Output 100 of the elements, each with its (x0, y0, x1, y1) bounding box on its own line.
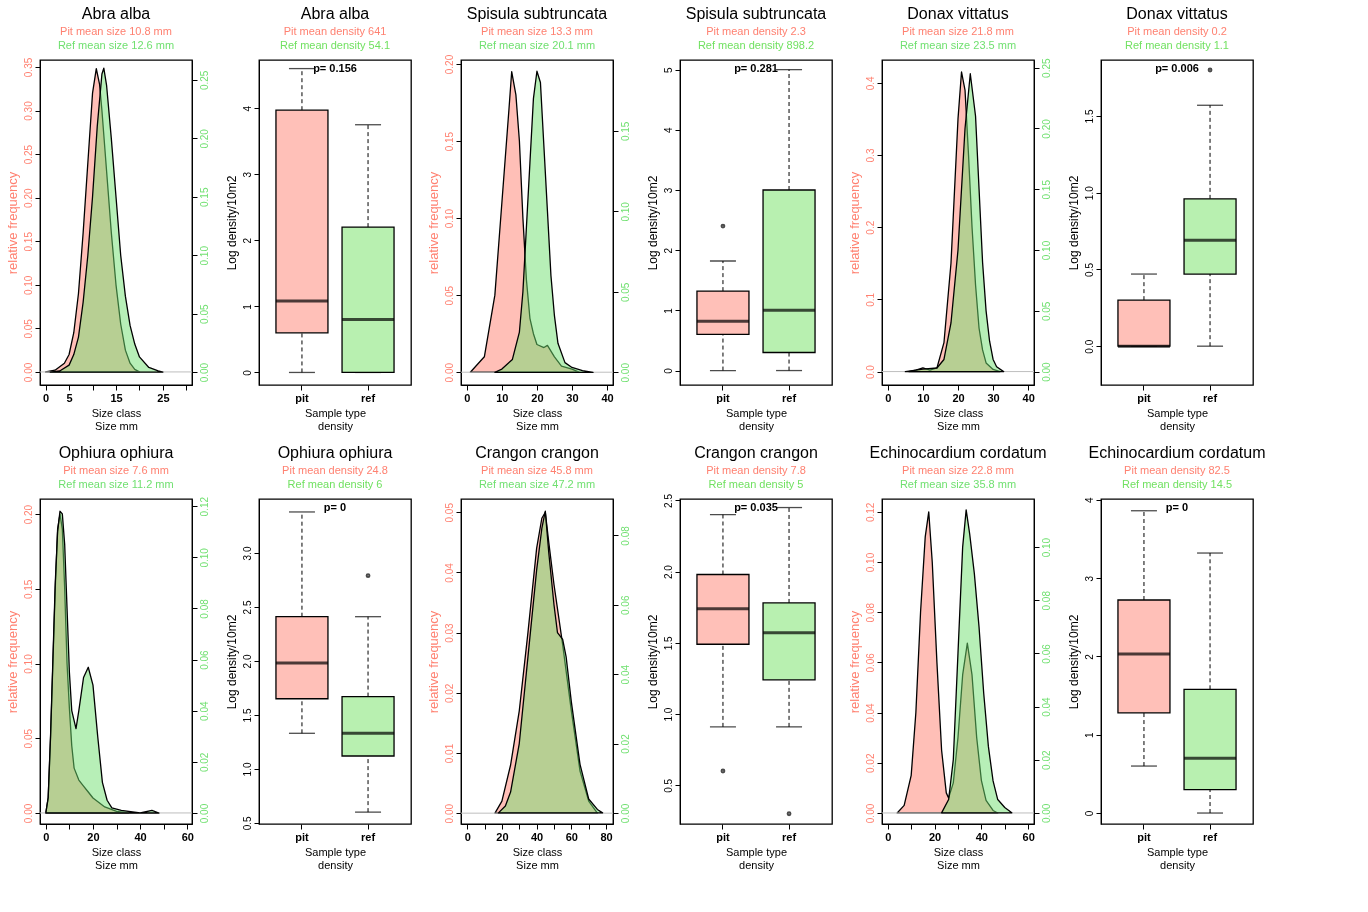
x-tick-label: 25 (157, 391, 170, 404)
y2-tick-label: 0.10 (1040, 240, 1052, 261)
chart-title: Spisula subtruncata (466, 5, 608, 22)
text: Ref mean density 54.1 (279, 39, 391, 51)
chart-title: Crangon crangon (694, 444, 818, 461)
chart-title: Ophiura ophiura (58, 444, 174, 461)
y2-tick-label: 0.25 (1040, 57, 1052, 78)
text: Ref mean size 11.2 mm (58, 478, 174, 490)
text: Pit mean size 13.3 mm (481, 25, 593, 37)
y-tick-label: 3 (662, 187, 674, 194)
y-tick-label: 0.05 (22, 318, 34, 339)
y-tick-label: 3.0 (241, 546, 253, 561)
y-tick-label: 2 (241, 237, 253, 244)
text: Ref mean density 14.5 (1121, 478, 1233, 490)
x-tick-label: 40 (531, 830, 544, 843)
y-tick-label: 1.5 (241, 708, 253, 723)
x-tick-label: pit (716, 830, 731, 843)
y2-tick-label: 0.20 (198, 128, 210, 149)
y2-tick-label: 0.04 (1040, 696, 1052, 717)
x-tick-label: ref (1203, 391, 1218, 404)
x-tick-label: 30 (566, 391, 579, 404)
text: Ref mean size 12.6 mm (57, 39, 175, 51)
y-tick-label: 0.15 (443, 131, 455, 152)
y-tick-label: 1 (241, 303, 253, 310)
chart-title: Echinocardium cordatum (1088, 444, 1266, 461)
x-axis-title: Sample type density (725, 406, 788, 432)
y-tick-label: 4 (1083, 497, 1095, 504)
y2-tick-label: 0.15 (619, 121, 631, 142)
y-tick-label: 0.05 (22, 728, 34, 749)
y-tick-label: 0.05 (443, 285, 455, 306)
y2-tick-label: 0.12 (198, 496, 210, 517)
x-axis-title: Size class Size mm (933, 406, 984, 432)
text: Ref mean size 47.2 mm (478, 478, 596, 490)
y-axis-title: relative frequency (4, 171, 20, 275)
x-tick-label: 60 (181, 830, 194, 843)
y-tick-label: 0.05 (443, 502, 455, 523)
x-tick-label: 5 (66, 391, 73, 404)
x-axis-title: Size class Size mm (512, 406, 563, 432)
y-axis-title: relative frequency (846, 171, 862, 275)
x-axis-title: Sample type density (304, 845, 367, 871)
y2-tick-label: 0.05 (198, 304, 210, 324)
y2-tick-label: 0.02 (1040, 750, 1052, 770)
y-tick-label: 1.0 (241, 762, 253, 777)
text: Ref mean density 5 (708, 478, 804, 490)
annotation: p= 0.006 (1155, 62, 1199, 74)
y-tick-label: 2.0 (662, 564, 674, 580)
y-tick-label: 5 (662, 66, 674, 73)
y-tick-label: 0.08 (864, 602, 876, 623)
x-tick-label: ref (361, 830, 376, 843)
chart-title: Abra alba (300, 5, 370, 22)
y-axis-title: Log density/10m2 (224, 614, 239, 710)
y-tick-label: 0.5 (1083, 262, 1095, 277)
y-tick-label: 2.5 (241, 600, 253, 615)
y2-tick-label: 0.10 (198, 547, 210, 568)
chart-title: Crangon crangon (475, 444, 599, 461)
y2-tick-label: 0.05 (619, 282, 631, 303)
y2-tick-label: 0.00 (619, 362, 631, 383)
y-tick-label: 0.01 (443, 743, 455, 764)
y-tick-label: 4 (241, 105, 253, 112)
y-tick-label: 0.35 (22, 57, 34, 78)
y-tick-label: 2 (1083, 653, 1095, 660)
y-tick-label: 0.20 (22, 188, 34, 208)
y2-tick-label: 0.04 (198, 701, 210, 721)
y2-tick-label: 0.06 (619, 595, 631, 616)
text: Pit mean density 2.3 (706, 25, 806, 37)
x-tick-label: 0 (464, 391, 471, 404)
y2-tick-label: 0.05 (1040, 301, 1052, 322)
y2-tick-label: 0.06 (1040, 643, 1052, 664)
chart-title: Spisula subtruncata (685, 5, 827, 22)
y-axis-title: Log density/10m2 (645, 614, 660, 710)
x-tick-label: ref (782, 391, 797, 404)
y-tick-label: 0.10 (22, 275, 34, 296)
y2-tick-label: 0.00 (198, 362, 210, 383)
y-tick-label: 0.25 (22, 144, 34, 165)
y-tick-label: 0.5 (662, 778, 674, 793)
chart-title: Echinocardium cordatum (869, 444, 1047, 461)
text: Pit mean density 7.8 (706, 464, 806, 476)
x-tick-label: 40 (1022, 391, 1035, 404)
y2-tick-label: 0.10 (1040, 537, 1052, 558)
y-tick-label: 3 (241, 171, 253, 178)
x-axis-title: Sample type density (1146, 406, 1209, 432)
text: Ref mean density 6 (287, 478, 383, 490)
x-tick-label: 20 (928, 830, 942, 843)
y-tick-label: 0.00 (22, 362, 34, 383)
y-tick-label: 0.0 (864, 364, 876, 380)
x-tick-label: 10 (496, 391, 509, 404)
y-tick-label: 0 (241, 369, 253, 376)
y-tick-label: 0.10 (443, 208, 455, 229)
text: Pit mean density 82.5 (1124, 464, 1230, 476)
y-axis-title: Log density/10m2 (224, 175, 239, 271)
x-tick-label: pit (295, 391, 310, 404)
x-tick-label: 30 (987, 391, 1000, 404)
x-tick-label: pit (1137, 391, 1152, 404)
y-axis-title: relative frequency (4, 610, 20, 714)
x-axis-title: Size class Size mm (512, 845, 563, 871)
annotation: p= 0.156 (313, 62, 357, 74)
x-tick-label: 40 (134, 830, 147, 843)
x-tick-label: 15 (110, 391, 123, 404)
x-tick-label: pit (295, 830, 310, 843)
y-tick-label: 0 (1083, 810, 1095, 817)
